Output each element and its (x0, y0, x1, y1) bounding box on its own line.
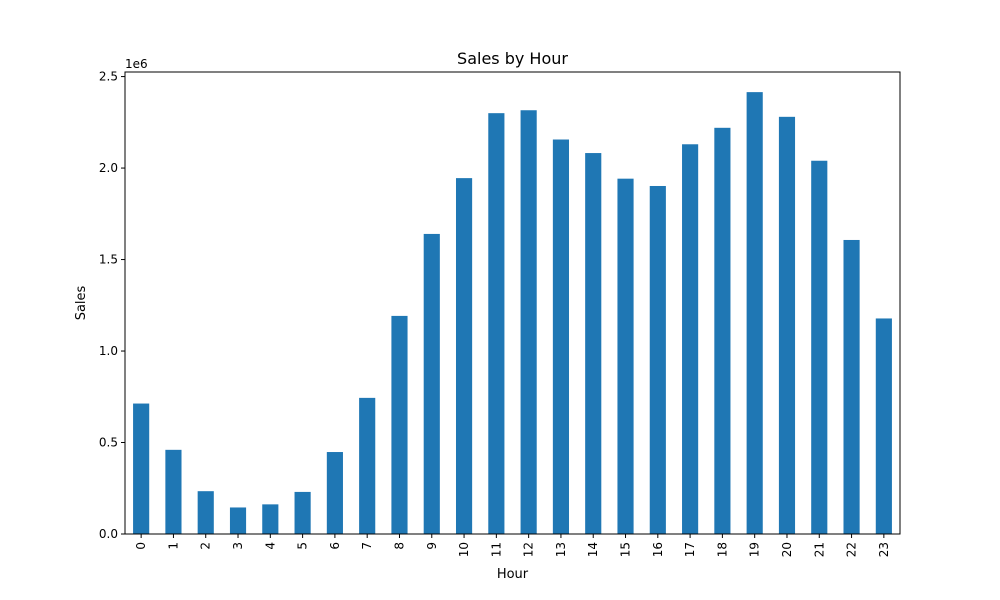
y-tick-label: 2.0 (99, 161, 118, 175)
bar-hour-19 (746, 92, 763, 534)
x-tick-label: 0 (134, 542, 148, 550)
x-tick-label: 2 (199, 542, 213, 550)
y-axis-offset-label: 1e6 (125, 57, 148, 71)
bar-hour-13 (552, 139, 570, 534)
bar-hour-11 (488, 113, 505, 534)
x-tick-label: 12 (522, 542, 536, 557)
x-tick-label: 4 (263, 542, 277, 550)
bar-hour-6 (326, 452, 343, 534)
bar-hour-8 (391, 315, 408, 534)
x-tick-label: 11 (489, 542, 503, 557)
x-tick-label: 19 (748, 542, 762, 557)
bar-hour-14 (585, 153, 602, 534)
y-tick-label: 0.5 (99, 436, 118, 450)
bar-hour-12 (520, 110, 537, 535)
bar-hour-15 (617, 178, 634, 534)
bars-group (133, 92, 892, 535)
bar-hour-10 (455, 178, 473, 534)
chart-title: Sales by Hour (457, 49, 568, 68)
y-tick-label: 0.0 (99, 527, 118, 541)
x-tick-label: 10 (457, 542, 471, 557)
bar-hour-17 (682, 144, 699, 535)
bar-hour-23 (875, 318, 892, 534)
bar-hour-4 (262, 504, 279, 534)
bar-hour-7 (359, 397, 376, 534)
y-tick-label: 2.5 (99, 70, 118, 84)
x-tick-label: 9 (425, 542, 439, 550)
x-axis-label: Hour (497, 567, 529, 582)
x-tick-label: 1 (166, 542, 180, 550)
bar-hour-16 (649, 185, 666, 535)
plot-frame (124, 71, 901, 535)
x-tick-label: 15 (619, 542, 633, 557)
y-tick-label: 1.5 (99, 253, 118, 267)
x-tick-label: 18 (715, 542, 729, 557)
x-tick-label: 17 (683, 542, 697, 557)
bar-hour-18 (714, 127, 731, 534)
x-tick-label: 7 (360, 542, 374, 550)
bar-hour-3 (229, 507, 247, 534)
x-tick-label: 23 (877, 542, 891, 557)
x-tick-label: 21 (812, 542, 826, 557)
bar-hour-20 (778, 116, 796, 534)
x-axis-ticks: 0 1 2 3 4 5 6 7 8 9 10 11 12 13 14 15 16 17 18 19 20 21 22 23 (134, 534, 891, 557)
bar-hour-9 (423, 233, 440, 534)
bar-hour-0 (133, 403, 150, 534)
bar-hour-2 (197, 491, 214, 534)
y-axis-label: Sales (74, 285, 89, 320)
x-tick-label: 13 (554, 542, 568, 557)
x-tick-label: 20 (780, 542, 794, 557)
x-tick-label: 22 (845, 542, 859, 557)
y-axis-ticks: 0.0 0.5 1.0 1.5 2.0 2.5 (99, 70, 125, 541)
bar-hour-22 (843, 239, 860, 534)
bar-hour-21 (811, 160, 828, 534)
x-tick-label: 6 (328, 542, 342, 550)
x-tick-label: 14 (586, 542, 600, 557)
x-tick-label: 8 (392, 542, 406, 550)
y-tick-label: 1.0 (99, 344, 118, 358)
x-tick-label: 3 (231, 542, 245, 550)
bar-hour-5 (294, 491, 311, 534)
x-tick-label: 16 (651, 542, 665, 557)
x-tick-label: 5 (296, 542, 310, 550)
bar-hour-1 (165, 449, 182, 534)
